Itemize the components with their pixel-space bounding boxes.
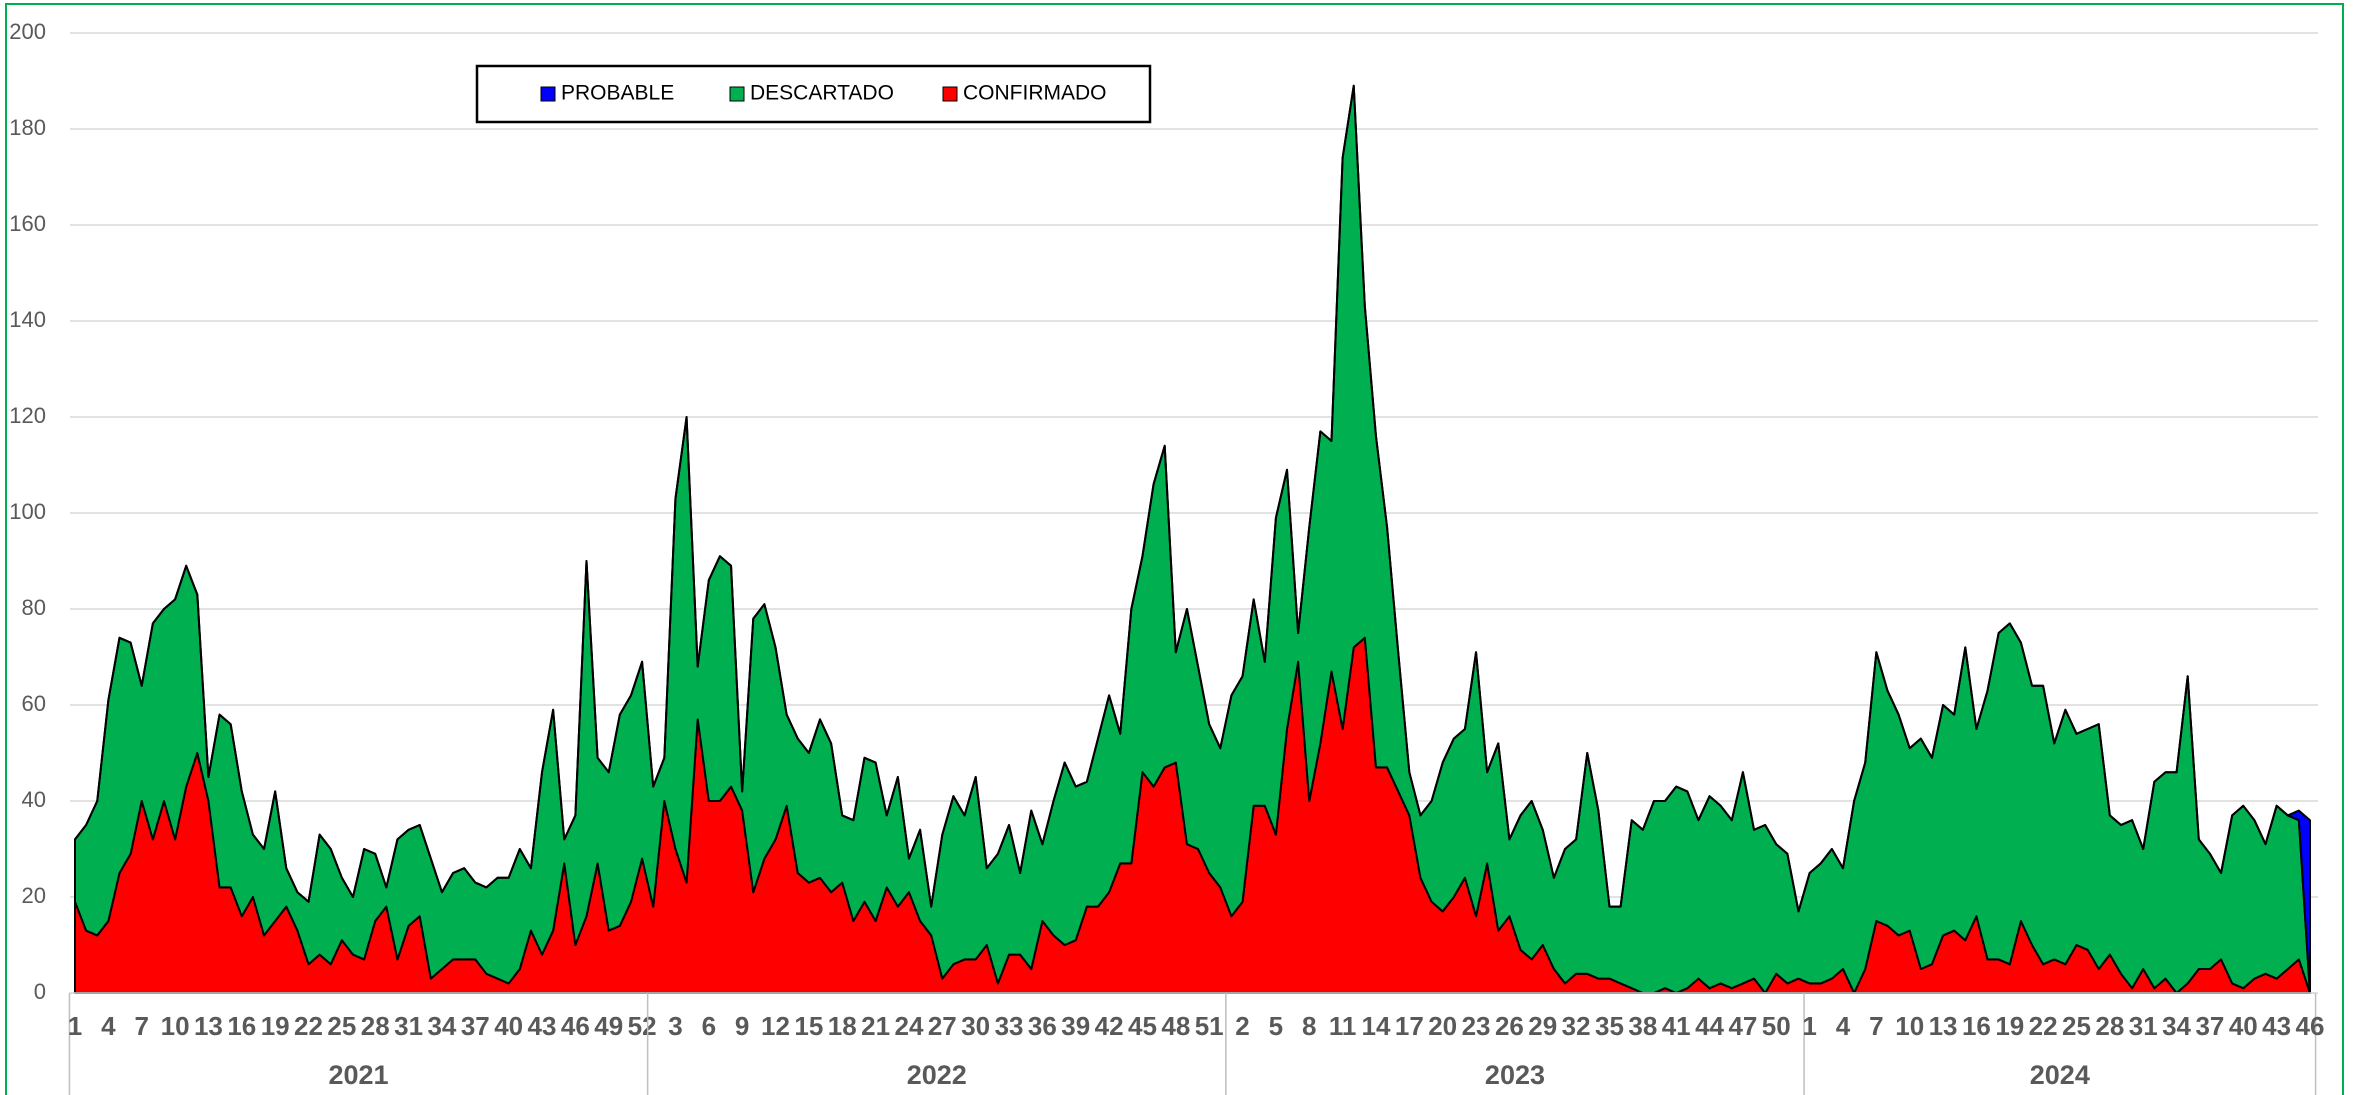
x-tick-label: 47: [1728, 1011, 1757, 1041]
x-tick-label: 6: [702, 1011, 716, 1041]
x-tick-label: 17: [1395, 1011, 1424, 1041]
group-label: 2024: [2030, 1060, 2090, 1090]
x-tick-label: 15: [794, 1011, 823, 1041]
y-tick-label: 160: [9, 211, 46, 236]
x-tick-label: 25: [327, 1011, 356, 1041]
x-tick-label: 4: [101, 1011, 116, 1041]
x-tick-label: 19: [261, 1011, 290, 1041]
y-tick-label: 60: [22, 691, 46, 716]
x-tick-label: 46: [2296, 1011, 2325, 1041]
legend: PROBABLE DESCARTADO CONFIRMADO: [475, 64, 1152, 124]
y-tick-label: 200: [9, 19, 46, 44]
group-label: 2021: [329, 1060, 389, 1090]
x-tick-label: 16: [227, 1011, 256, 1041]
x-tick-label: 25: [2062, 1011, 2091, 1041]
x-tick-label: 31: [394, 1011, 423, 1041]
x-tick-label: 13: [1929, 1011, 1958, 1041]
x-tick-label: 45: [1128, 1011, 1157, 1041]
x-tick-label: 10: [1895, 1011, 1924, 1041]
x-tick-label: 22: [2029, 1011, 2058, 1041]
x-tick-label: 4: [1836, 1011, 1851, 1041]
x-tick-label: 20: [1428, 1011, 1457, 1041]
legend-swatch: [540, 86, 556, 102]
x-tick-label: 38: [1628, 1011, 1657, 1041]
chart-frame: [5, 3, 2344, 1095]
x-tick-label: 9: [735, 1011, 749, 1041]
x-tick-label: 30: [961, 1011, 990, 1041]
y-tick-label: 180: [9, 115, 46, 140]
x-tick-label: 43: [2262, 1011, 2291, 1041]
x-tick-label: 7: [134, 1011, 148, 1041]
x-tick-label: 34: [2162, 1011, 2191, 1041]
x-tick-label: 1: [68, 1011, 82, 1041]
legend-swatch: [942, 86, 958, 102]
y-tick-label: 100: [9, 499, 46, 524]
x-tick-label: 52: [628, 1011, 657, 1041]
x-tick-label: 5: [1269, 1011, 1283, 1041]
x-tick-label: 33: [995, 1011, 1024, 1041]
legend-label: DESCARTADO: [750, 82, 894, 105]
x-tick-label: 12: [761, 1011, 790, 1041]
x-tick-label: 39: [1061, 1011, 1090, 1041]
y-tick-label: 40: [22, 787, 46, 812]
x-tick-label: 10: [161, 1011, 190, 1041]
x-tick-label: 21: [861, 1011, 890, 1041]
x-tick-label: 23: [1462, 1011, 1491, 1041]
y-tick-label: 20: [22, 883, 46, 908]
x-tick-label: 1: [1802, 1011, 1816, 1041]
area: [74, 84, 2311, 994]
x-tick-label: 8: [1302, 1011, 1316, 1041]
x-tick-label: 46: [561, 1011, 590, 1041]
x-tick-label: 36: [1028, 1011, 1057, 1041]
x-tick-label: 13: [194, 1011, 223, 1041]
x-tick-label: 32: [1562, 1011, 1591, 1041]
legend-box: [475, 64, 1152, 124]
x-tick-label: 40: [494, 1011, 523, 1041]
x-tick-label: 3: [668, 1011, 682, 1041]
x-tick-label: 44: [1695, 1011, 1724, 1041]
x-tick-label: 40: [2229, 1011, 2258, 1041]
x-tick-label: 50: [1762, 1011, 1791, 1041]
x-tick-label: 14: [1362, 1011, 1391, 1041]
x-tick-label: 7: [1869, 1011, 1883, 1041]
x-tick-label: 37: [461, 1011, 490, 1041]
x-tick-label: 28: [2095, 1011, 2124, 1041]
legend-swatch: [729, 86, 745, 102]
group-label: 2022: [907, 1060, 967, 1090]
x-tick-label: 19: [1995, 1011, 2024, 1041]
y-tick-label: 0: [34, 979, 46, 1004]
x-tick-label: 31: [2129, 1011, 2158, 1041]
x-tick-label: 22: [294, 1011, 323, 1041]
x-tick-label: 26: [1495, 1011, 1524, 1041]
x-tick-label: 51: [1195, 1011, 1224, 1041]
x-tick-label: 43: [528, 1011, 557, 1041]
group-label: 2023: [1485, 1060, 1545, 1090]
x-tick-label: 24: [894, 1011, 923, 1041]
x-tick-label: 29: [1528, 1011, 1557, 1041]
x-tick-label: 16: [1962, 1011, 1991, 1041]
x-tick-label: 27: [928, 1011, 957, 1041]
x-tick-label: 11: [1329, 1011, 1357, 1041]
x-tick-label: 28: [361, 1011, 390, 1041]
legend-label: PROBABLE: [561, 82, 674, 105]
x-tick-label: 41: [1662, 1011, 1691, 1041]
y-tick-label: 140: [9, 307, 46, 332]
y-tick-label: 120: [9, 403, 46, 428]
x-tick-label: 2: [1235, 1011, 1249, 1041]
x-tick-label: 18: [828, 1011, 857, 1041]
x-tick-label: 42: [1095, 1011, 1124, 1041]
x-tick-label: 37: [2195, 1011, 2224, 1041]
y-tick-label: 80: [22, 595, 46, 620]
x-tick-label: 34: [427, 1011, 456, 1041]
legend-label: CONFIRMADO: [963, 82, 1107, 105]
x-tick-label: 48: [1161, 1011, 1190, 1041]
x-tick-label: 35: [1595, 1011, 1624, 1041]
x-tick-label: 49: [594, 1011, 623, 1041]
